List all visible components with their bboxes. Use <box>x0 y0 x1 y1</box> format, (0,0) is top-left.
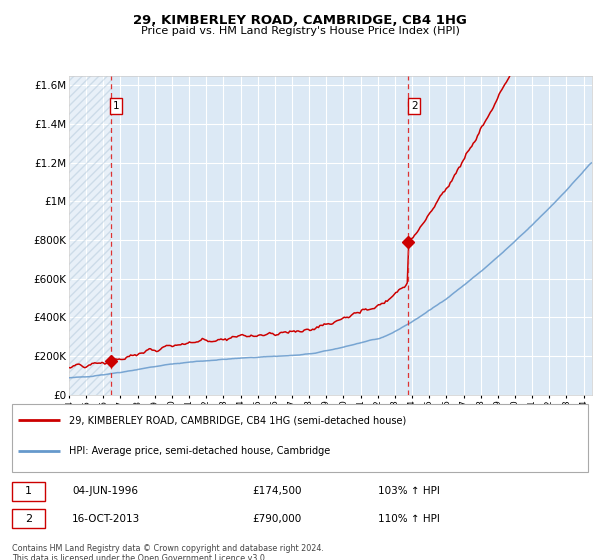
Text: 2: 2 <box>411 101 418 111</box>
Text: 110% ↑ HPI: 110% ↑ HPI <box>378 514 440 524</box>
FancyBboxPatch shape <box>12 404 588 472</box>
Text: 16-OCT-2013: 16-OCT-2013 <box>72 514 140 524</box>
Text: 103% ↑ HPI: 103% ↑ HPI <box>378 487 440 496</box>
Text: 1: 1 <box>25 487 32 496</box>
Text: 29, KIMBERLEY ROAD, CAMBRIDGE, CB4 1HG (semi-detached house): 29, KIMBERLEY ROAD, CAMBRIDGE, CB4 1HG (… <box>69 416 406 426</box>
Text: HPI: Average price, semi-detached house, Cambridge: HPI: Average price, semi-detached house,… <box>69 446 330 456</box>
Text: £790,000: £790,000 <box>252 514 301 524</box>
Text: Contains HM Land Registry data © Crown copyright and database right 2024.
This d: Contains HM Land Registry data © Crown c… <box>12 544 324 560</box>
FancyBboxPatch shape <box>12 510 45 528</box>
Text: 04-JUN-1996: 04-JUN-1996 <box>72 487 138 496</box>
Bar <box>69 76 110 395</box>
Text: Price paid vs. HM Land Registry's House Price Index (HPI): Price paid vs. HM Land Registry's House … <box>140 26 460 36</box>
Text: 1: 1 <box>113 101 120 111</box>
FancyBboxPatch shape <box>12 482 45 501</box>
Text: 29, KIMBERLEY ROAD, CAMBRIDGE, CB4 1HG: 29, KIMBERLEY ROAD, CAMBRIDGE, CB4 1HG <box>133 14 467 27</box>
Text: £174,500: £174,500 <box>252 487 302 496</box>
Text: 2: 2 <box>25 514 32 524</box>
